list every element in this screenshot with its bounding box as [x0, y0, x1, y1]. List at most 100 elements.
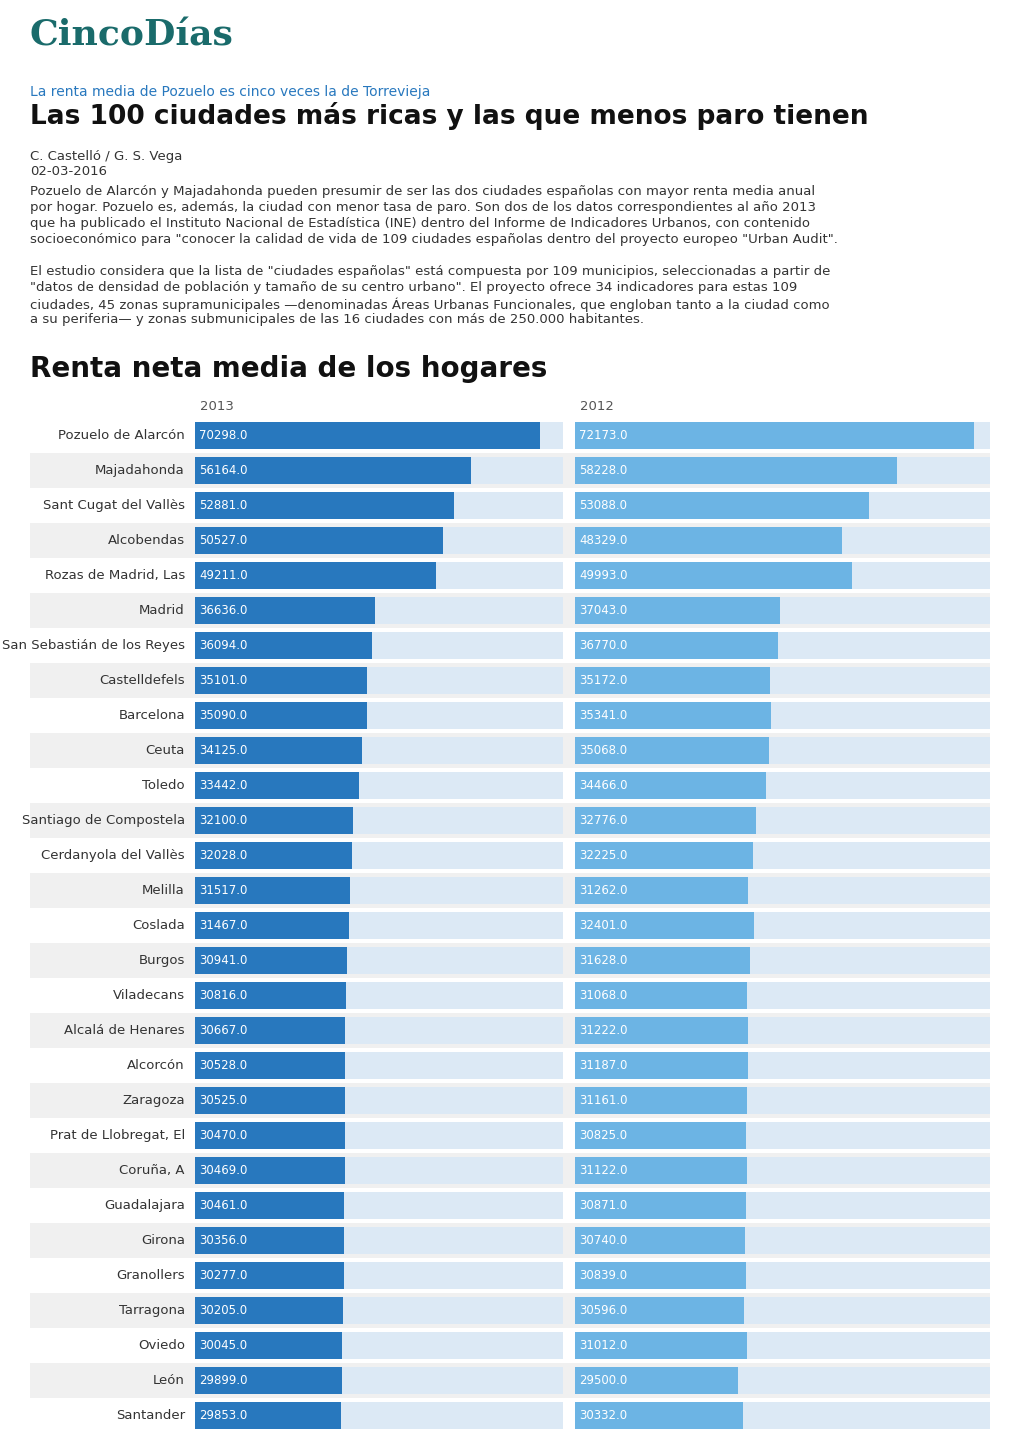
Text: Prat de Llobregat, El: Prat de Llobregat, El — [50, 1128, 184, 1141]
Text: 30528.0: 30528.0 — [199, 1059, 247, 1072]
Text: 35090.0: 35090.0 — [199, 709, 247, 722]
Text: 58228.0: 58228.0 — [579, 465, 627, 478]
Bar — [195, 1367, 341, 1394]
Bar — [575, 1403, 742, 1429]
Bar — [30, 802, 989, 838]
Bar — [195, 492, 562, 519]
Bar — [575, 527, 842, 554]
Bar — [575, 983, 989, 1009]
Text: 36636.0: 36636.0 — [199, 605, 248, 618]
Bar — [575, 561, 851, 589]
Bar — [195, 527, 442, 554]
Text: por hogar. Pozuelo es, además, la ciudad con menor tasa de paro. Son dos de los : por hogar. Pozuelo es, además, la ciudad… — [30, 201, 815, 214]
Text: Cerdanyola del Vallès: Cerdanyola del Vallès — [42, 848, 184, 861]
Bar — [575, 737, 768, 763]
Bar — [575, 1367, 738, 1394]
Text: 32225.0: 32225.0 — [579, 848, 627, 861]
Text: 32776.0: 32776.0 — [579, 814, 627, 827]
Text: 35341.0: 35341.0 — [579, 709, 627, 722]
Bar — [30, 1153, 989, 1188]
Bar — [575, 667, 989, 694]
Text: 30525.0: 30525.0 — [199, 1094, 247, 1107]
Bar — [575, 1123, 745, 1149]
Bar — [575, 457, 989, 483]
Text: Majadahonda: Majadahonda — [95, 465, 184, 478]
Text: Girona: Girona — [141, 1234, 184, 1247]
Bar — [30, 733, 989, 768]
Text: 31222.0: 31222.0 — [579, 1025, 627, 1038]
Bar — [195, 877, 350, 903]
Bar — [575, 1263, 745, 1289]
Bar — [575, 1332, 746, 1359]
Bar — [195, 737, 362, 763]
Bar — [195, 1227, 562, 1254]
Bar — [195, 561, 436, 589]
Bar — [195, 983, 562, 1009]
Bar — [575, 1192, 989, 1219]
Text: 30332.0: 30332.0 — [579, 1408, 627, 1421]
Bar — [195, 1087, 562, 1114]
Bar — [195, 983, 345, 1009]
Text: 30839.0: 30839.0 — [579, 1268, 627, 1281]
Bar — [195, 1297, 562, 1325]
Text: La renta media de Pozuelo es cinco veces la de Torrevieja: La renta media de Pozuelo es cinco veces… — [30, 85, 430, 100]
Bar — [575, 421, 989, 449]
Bar — [575, 667, 769, 694]
Bar — [195, 737, 562, 763]
Bar — [195, 1017, 345, 1043]
Text: Santander: Santander — [116, 1408, 184, 1421]
Bar — [575, 597, 989, 623]
Text: 30871.0: 30871.0 — [579, 1199, 627, 1212]
Bar — [195, 947, 562, 974]
Bar — [195, 912, 562, 939]
Text: 29899.0: 29899.0 — [199, 1374, 248, 1387]
Bar — [195, 1332, 562, 1359]
Bar — [195, 1263, 562, 1289]
Text: Madrid: Madrid — [140, 605, 184, 618]
Bar — [195, 877, 562, 903]
Bar — [575, 1297, 744, 1325]
Bar — [575, 632, 777, 659]
Text: 31187.0: 31187.0 — [579, 1059, 627, 1072]
Text: 31517.0: 31517.0 — [199, 885, 248, 898]
Bar — [195, 1367, 562, 1394]
Text: 31467.0: 31467.0 — [199, 919, 248, 932]
Text: 31628.0: 31628.0 — [579, 954, 627, 967]
Bar — [30, 1084, 989, 1118]
Bar — [575, 1052, 747, 1079]
Text: 2012: 2012 — [580, 400, 613, 413]
Text: Alcalá de Henares: Alcalá de Henares — [64, 1025, 184, 1038]
Bar — [575, 807, 989, 834]
Text: 72173.0: 72173.0 — [579, 429, 627, 442]
Bar — [30, 1293, 989, 1328]
Text: Coruña, A: Coruña, A — [119, 1165, 184, 1177]
Bar — [30, 453, 989, 488]
Bar — [195, 421, 539, 449]
Text: socioeconómico para "conocer la calidad de vida de 109 ciudades españolas dentro: socioeconómico para "conocer la calidad … — [30, 232, 837, 245]
Text: 30277.0: 30277.0 — [199, 1268, 248, 1281]
Text: 30740.0: 30740.0 — [579, 1234, 627, 1247]
Text: a su periferia— y zonas submunicipales de las 16 ciudades con más de 250.000 hab: a su periferia— y zonas submunicipales d… — [30, 313, 643, 326]
Text: ciudades, 45 zonas supramunicipales —denominadas Áreas Urbanas Funcionales, que : ciudades, 45 zonas supramunicipales —den… — [30, 297, 828, 312]
Text: 35101.0: 35101.0 — [199, 674, 247, 687]
Text: 30470.0: 30470.0 — [199, 1128, 247, 1141]
Bar — [195, 1403, 341, 1429]
Bar — [575, 1017, 989, 1043]
Text: 36770.0: 36770.0 — [579, 639, 627, 652]
Bar — [575, 983, 746, 1009]
Text: 31161.0: 31161.0 — [579, 1094, 627, 1107]
Text: 30816.0: 30816.0 — [199, 988, 247, 1001]
Text: 50527.0: 50527.0 — [199, 534, 247, 547]
Bar — [575, 912, 753, 939]
Text: 53088.0: 53088.0 — [579, 499, 627, 512]
Bar — [195, 947, 346, 974]
Text: 2013: 2013 — [200, 400, 233, 413]
Text: Melilla: Melilla — [142, 885, 184, 898]
Bar — [30, 1224, 989, 1258]
Text: 35068.0: 35068.0 — [579, 745, 627, 758]
Text: 32028.0: 32028.0 — [199, 848, 247, 861]
Bar — [195, 561, 562, 589]
Bar — [195, 807, 562, 834]
Bar — [575, 1087, 989, 1114]
Text: 30469.0: 30469.0 — [199, 1165, 248, 1177]
